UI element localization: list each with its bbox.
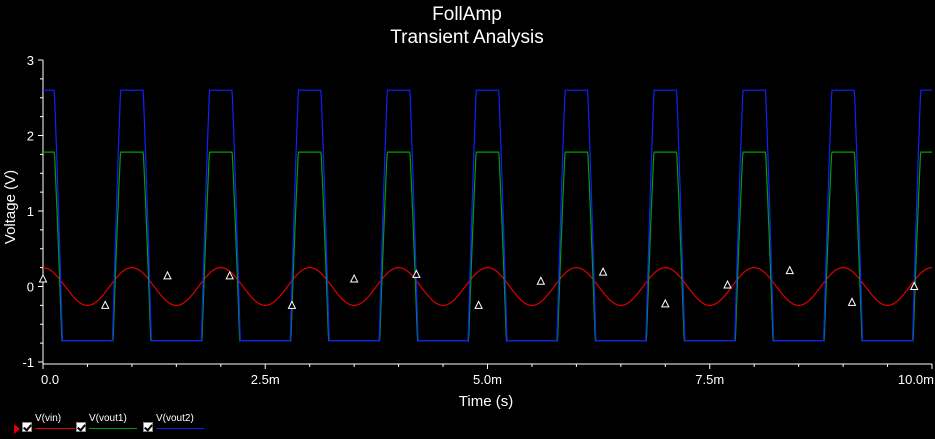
legend-line-vout1 xyxy=(89,428,137,429)
y-tick-label: 1 xyxy=(27,204,34,219)
x-tick-label: 2.5m xyxy=(251,372,280,387)
vin-marker-point xyxy=(38,273,48,283)
vin-marker-point xyxy=(474,300,483,309)
vin-marker-point xyxy=(723,279,732,289)
series-line-vvin xyxy=(43,267,932,306)
y-tick-label: 0 xyxy=(27,280,34,295)
legend-checkbox-vin[interactable] xyxy=(22,422,32,432)
transient-chart: FollAmp Transient Analysis Voltage (V) T… xyxy=(2,4,934,409)
vin-marker-point xyxy=(785,265,795,275)
series-line-vvout1 xyxy=(43,151,932,342)
vin-marker-point xyxy=(536,276,546,285)
x-tick-label: 0.0 xyxy=(41,372,59,387)
x-tick-label: 7.5m xyxy=(695,372,724,387)
legend-checkbox-vout1[interactable] xyxy=(76,422,86,432)
legend-checkbox-vout2[interactable] xyxy=(143,422,153,432)
active-trace-marker-icon xyxy=(14,424,20,434)
legend-label-vin: V(vin) xyxy=(35,413,62,424)
x-axis-label: Time (s) xyxy=(459,393,513,409)
legend: V(vin) V(vout1) V(vout2) xyxy=(0,409,935,439)
series-line-vvout2 xyxy=(43,89,932,342)
chart-subtitle: Transient Analysis xyxy=(390,27,543,48)
vin-marker-point xyxy=(847,297,857,306)
vin-marker-point xyxy=(163,270,172,280)
legend-line-vout2 xyxy=(156,428,204,429)
x-tick-label: 5.0m xyxy=(473,372,502,387)
y-axis-label: Voltage (V) xyxy=(2,170,19,244)
vin-marker-point xyxy=(287,300,297,309)
vin-marker-point xyxy=(349,273,359,283)
vin-marker-point xyxy=(412,269,421,278)
legend-label-vout1: V(vout1) xyxy=(89,413,127,424)
legend-label-vout2: V(vout2) xyxy=(156,413,194,424)
y-tick-label: -1 xyxy=(22,355,34,370)
vin-marker-point xyxy=(909,281,919,290)
legend-line-vin xyxy=(35,428,75,429)
plot-area: -1 0 1 2 3 0.0 2.5m 5.0m 7.5m 10.0m xyxy=(22,53,934,387)
x-tick-label: 10.0m xyxy=(898,372,934,387)
vin-marker-point xyxy=(660,298,670,308)
y-tick-label: 3 xyxy=(27,53,34,68)
vin-marker-point xyxy=(598,267,608,276)
y-tick-label: 2 xyxy=(27,129,34,144)
vin-marker-point xyxy=(100,300,110,309)
vin-marker-point xyxy=(225,270,234,280)
chart-title: FollAmp xyxy=(432,4,502,25)
